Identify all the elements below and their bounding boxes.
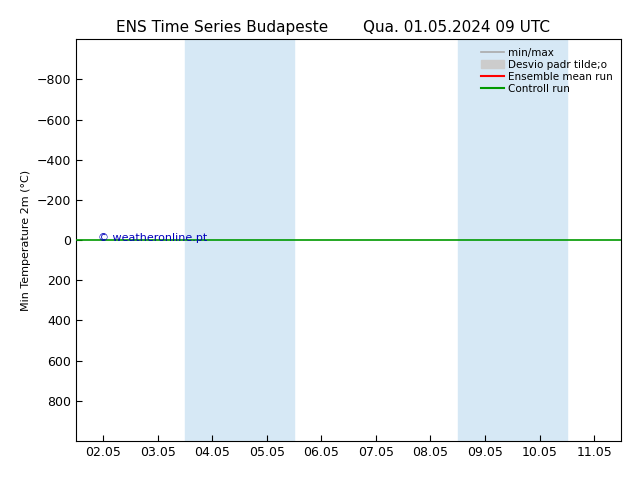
- Legend: min/max, Desvio padr tilde;o, Ensemble mean run, Controll run: min/max, Desvio padr tilde;o, Ensemble m…: [478, 45, 616, 97]
- Text: ENS Time Series Budapeste: ENS Time Series Budapeste: [116, 20, 328, 35]
- Bar: [458, 39, 567, 441]
- Text: Qua. 01.05.2024 09 UTC: Qua. 01.05.2024 09 UTC: [363, 20, 550, 35]
- Y-axis label: Min Temperature 2m (°C): Min Temperature 2m (°C): [21, 170, 31, 311]
- Text: © weatheronline.pt: © weatheronline.pt: [98, 233, 207, 243]
- Bar: [185, 39, 294, 441]
